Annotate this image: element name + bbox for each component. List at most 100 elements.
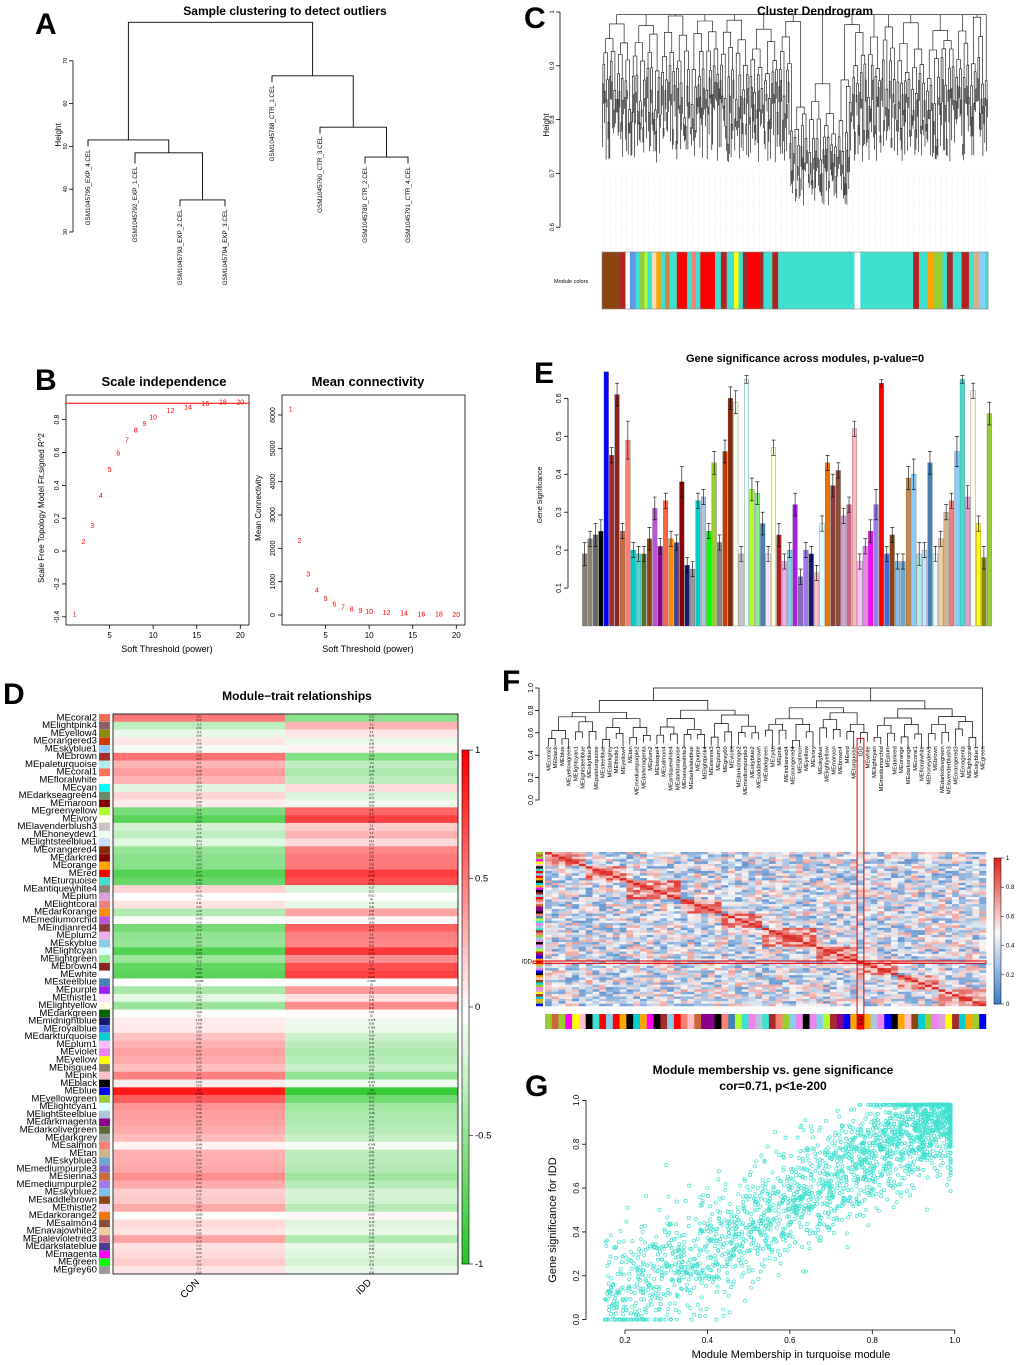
correlation-cell [714,946,722,950]
correlation-cell [972,908,980,912]
correlation-cell [768,854,776,857]
correlation-cell [965,958,973,962]
correlation-cell [775,979,783,983]
heatmap-cell-idd [285,714,458,722]
correlation-cell [633,870,641,874]
correlation-cell [904,937,912,940]
correlation-cell [606,911,614,914]
correlation-cell [558,930,566,933]
correlation-cell [694,887,702,891]
correlation-cell [680,868,688,872]
correlation-cell [789,889,797,893]
correlation-cell [762,937,770,940]
correlation-cell [884,987,892,990]
correlation-cell [667,868,675,872]
module-color-block [676,252,688,309]
correlation-cell [958,852,966,855]
correlation-cell [619,863,627,867]
correlation-cell [572,868,580,872]
correlation-cell [870,953,878,957]
correlation-cell [633,885,641,888]
correlation-cell [701,897,709,900]
correlation-cell [904,956,912,959]
correlation-cell [782,939,790,943]
correlation-cell [762,873,770,876]
heatmap-cell-con [113,776,285,785]
eigengene-label: MEhoneydew1 [926,746,932,784]
correlation-cell [897,856,905,860]
correlation-cell [823,932,831,936]
correlation-cell [836,904,844,907]
module-row-label: MEsienna3 [49,1171,97,1182]
legend-gradient-step [462,1109,469,1119]
correlation-cell [606,873,614,876]
y-tick-label: 0.3 [556,507,563,517]
correlation-cell [796,979,804,983]
correlation-cell [979,944,987,948]
correlation-cell [734,977,742,981]
correlation-cell [606,901,614,905]
module-bar [970,390,976,627]
correlation-cell [728,925,736,929]
correlation-cell [599,956,607,959]
correlation-cell [572,970,580,974]
correlation-cell [741,852,749,855]
dendrogram-branch [134,152,203,200]
x-tick-label: 5 [323,631,328,640]
heatmap-cell-con [113,994,285,1002]
correlation-cell [775,942,783,945]
correlation-cell [619,932,627,936]
correlation-cell [775,975,783,978]
correlation-cell [558,892,566,895]
correlation-cell [979,870,987,874]
correlation-cell [938,979,946,983]
correlation-cell [578,856,586,860]
correlation-cell [755,939,763,943]
correlation-cell [653,870,661,874]
heatmap-cell-con [113,760,285,769]
correlation-cell [687,960,695,964]
correlation-cell [741,878,749,881]
correlation-cell [619,861,627,865]
correlation-cell [599,925,607,929]
y-tick-label: 3000 [270,507,277,523]
correlation-cell [653,923,661,926]
correlation-cell [836,923,844,926]
module-row-label: MEdarkorange [34,907,97,918]
correlation-cell [870,897,878,900]
correlation-cell [680,975,688,978]
correlation-cell [694,908,702,912]
correlation-cell [694,901,702,905]
correlation-cell [938,918,946,921]
correlation-cell [938,949,946,952]
correlation-cell [680,956,688,959]
correlation-cell [707,866,715,869]
cell-cor-con: 0.33 [196,1181,202,1185]
correlation-cell [857,915,865,919]
heatmap-cell-idd [285,1025,458,1034]
correlation-cell [877,875,885,879]
correlation-cell [836,859,844,862]
correlation-cell [592,920,600,924]
correlation-cell [816,875,824,879]
correlation-cell [545,859,553,862]
correlation-cell [551,908,559,912]
correlation-cell [592,863,600,867]
correlation-cell [836,882,844,886]
correlation-cell [775,873,783,876]
correlation-cell [768,915,776,919]
correlation-cell [924,934,932,938]
correlation-cell [863,925,871,929]
correlation-cell [979,852,987,855]
correlation-cell [734,873,742,876]
correlation-cell [680,949,688,952]
correlation-cell [545,975,553,978]
correlation-cell [945,878,953,881]
correlation-cell [938,908,946,912]
correlation-cell [578,932,586,936]
correlation-cell [667,968,675,971]
correlation-cell [891,878,899,881]
correlation-cell [619,934,627,938]
correlation-cell [945,982,953,985]
correlation-cell [734,892,742,895]
